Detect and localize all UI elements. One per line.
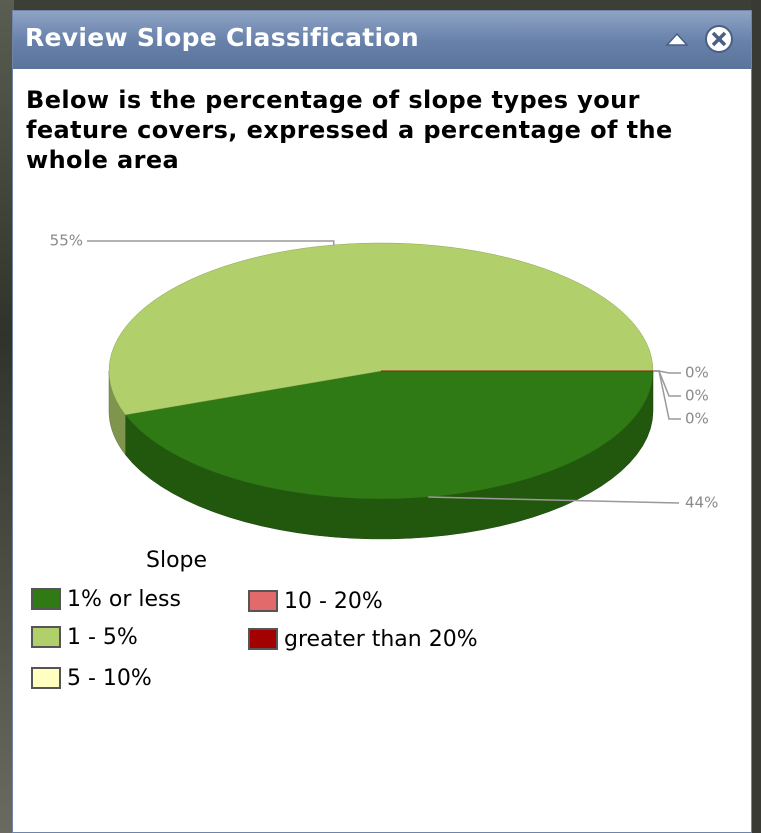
legend-item: 10 - 20%: [248, 588, 383, 616]
title-bar: Review Slope Classification: [13, 11, 751, 69]
legend-label: 10 - 20%: [284, 589, 383, 614]
data-label: 44%: [685, 494, 718, 512]
legend: Slope 1% or less 1 - 5% 5 - 10% 10 - 20% gre…: [13, 546, 753, 706]
legend-swatch: [248, 628, 278, 650]
collapse-button[interactable]: [665, 32, 689, 46]
legend-label: 1 - 5%: [67, 625, 138, 650]
dialog: Review Slope Classification Below is the…: [12, 10, 752, 833]
legend-swatch: [248, 590, 278, 612]
leader-line: [87, 240, 335, 245]
map-background: [751, 0, 761, 833]
legend-swatch: [31, 588, 61, 610]
data-label: 0%: [685, 410, 709, 428]
legend-label: greater than 20%: [284, 627, 478, 652]
data-label: 0%: [685, 387, 709, 405]
legend-label: 1% or less: [67, 587, 181, 612]
legend-label: 5 - 10%: [67, 666, 152, 691]
legend-item: 1 - 5%: [31, 624, 138, 652]
leader-line: [653, 370, 681, 420]
map-background: [0, 0, 14, 833]
close-button[interactable]: [705, 25, 733, 53]
description: Below is the percentage of slope types y…: [26, 86, 673, 174]
legend-item: 1% or less: [31, 586, 181, 614]
legend-title: Slope: [146, 548, 208, 573]
legend-swatch: [31, 667, 61, 689]
legend-item: greater than 20%: [248, 626, 478, 654]
leader-line: [653, 370, 681, 397]
dialog-title: Review Slope Classification: [25, 23, 419, 52]
window-controls: [665, 25, 733, 53]
data-label: 0%: [685, 364, 709, 382]
legend-swatch: [31, 626, 61, 648]
data-label: 55%: [50, 232, 83, 250]
pie-chart: 44% 55% 0% 0% 0%: [50, 232, 718, 540]
legend-item: 5 - 10%: [31, 665, 152, 693]
leader-line: [428, 496, 680, 504]
